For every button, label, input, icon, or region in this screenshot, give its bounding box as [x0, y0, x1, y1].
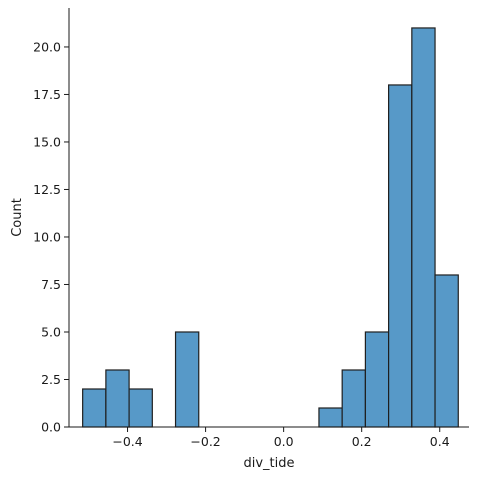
y-tick-label: 20.0	[33, 39, 61, 54]
y-axis-label: Count	[10, 198, 25, 237]
y-tick-label: 7.5	[41, 277, 61, 292]
x-ticks: −0.4 −0.2 0.0 0.2 0.4	[112, 427, 450, 449]
histogram-bar	[105, 369, 130, 428]
y-tick-label: 12.5	[33, 182, 61, 197]
y-tick-label: 10.0	[33, 229, 61, 244]
histogram-bar	[434, 274, 459, 428]
y-tick-label: 5.0	[41, 324, 61, 339]
x-tick-label: 0.2	[352, 434, 372, 449]
x-tick-label: −0.2	[190, 434, 220, 449]
x-tick-label: −0.4	[112, 434, 142, 449]
histogram-bar	[174, 331, 200, 428]
y-tick-label: 17.5	[33, 87, 61, 102]
axes-layer	[68, 8, 469, 428]
histogram-bar	[128, 388, 153, 428]
x-axis-label: div_tide	[243, 456, 294, 471]
histogram-bar	[318, 407, 343, 428]
histogram-bar	[82, 388, 107, 428]
histogram-bar	[411, 27, 436, 428]
y-tick-label: 0.0	[41, 420, 61, 435]
x-tick-label: 0.4	[430, 434, 450, 449]
bars-layer	[82, 27, 459, 428]
histogram-bar	[341, 369, 366, 428]
x-tick-label: 0.0	[274, 434, 294, 449]
histogram-bar	[388, 84, 413, 428]
histogram-bar	[364, 331, 390, 428]
y-ticks: 0.0 2.5 5.0 7.5 10.0 12.5 15.0 17.5 20.0	[33, 39, 69, 435]
y-tick-label: 2.5	[41, 372, 61, 387]
y-tick-label: 15.0	[33, 134, 61, 149]
